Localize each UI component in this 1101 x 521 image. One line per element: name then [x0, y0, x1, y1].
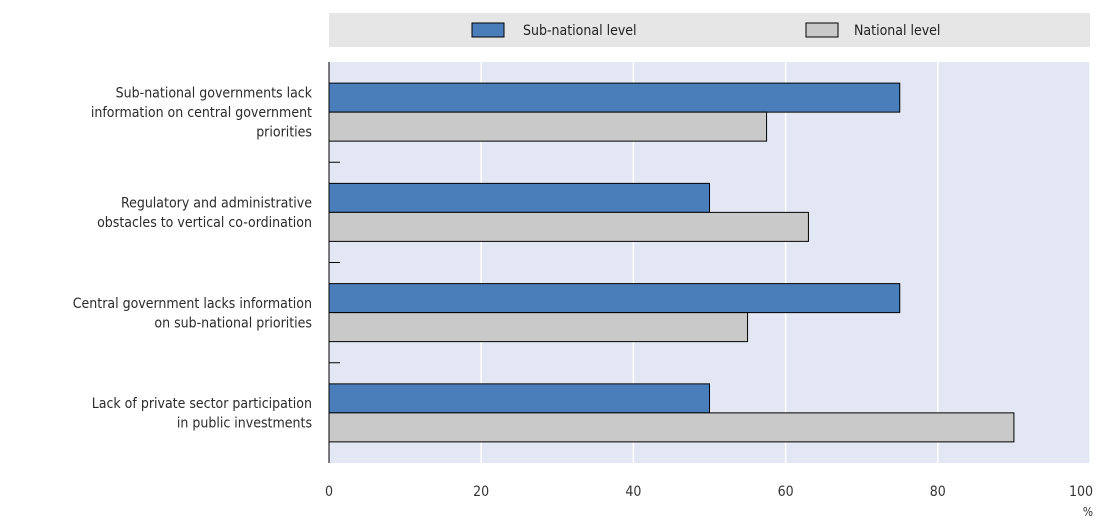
category-label-line: obstacles to vertical co-ordination [97, 215, 312, 231]
x-tick-label-40: 40 [625, 484, 641, 500]
category-label-line: Lack of private sector participation [92, 396, 312, 412]
x-tick-label-100: 100 [1069, 484, 1093, 500]
legend-swatch-sub-national [471, 22, 505, 38]
bar-sub-national-3 [328, 283, 901, 314]
legend-swatch-national [805, 22, 839, 38]
bar-national-3 [328, 312, 749, 343]
legend-label-sub-national: Sub-national level [523, 23, 637, 39]
bar-sub-national-1 [328, 82, 901, 113]
category-label-line: information on central government [91, 105, 312, 121]
category-label-3: Central government lacks information on s… [73, 296, 312, 332]
legend-box [329, 13, 1090, 47]
x-tick-label-60: 60 [778, 484, 794, 500]
category-label-line: in public investments [177, 416, 312, 432]
category-label-1: Sub-national governments lack information… [91, 86, 313, 141]
bars [328, 82, 1015, 443]
category-label-line: Sub-national governments lack [116, 86, 313, 102]
category-label-2: Regulatory and administrative obstacles t… [97, 196, 312, 232]
x-axis-unit: % [1083, 505, 1093, 519]
bar-national-2 [328, 211, 809, 242]
bar-national-1 [328, 111, 768, 142]
category-label-line: Central government lacks information [73, 296, 312, 312]
category-separators [329, 161, 340, 364]
legend-label-national: National level [854, 23, 940, 39]
x-tick-label-80: 80 [930, 484, 946, 500]
category-label-line: priorities [256, 125, 312, 141]
bar-sub-national-4 [328, 383, 710, 414]
category-label-4: Lack of private sector participation in p… [92, 396, 312, 432]
category-label-line: on sub-national priorities [154, 315, 312, 331]
category-label-line: Regulatory and administrative [121, 196, 312, 212]
legend: Sub-national level National level [471, 22, 940, 39]
x-axis-tick-labels: 0 20 40 60 80 100 [325, 484, 1093, 500]
bar-sub-national-2 [328, 182, 710, 213]
category-labels: Sub-national governments lack information… [73, 86, 313, 432]
x-tick-label-0: 0 [325, 484, 333, 500]
bar-national-4 [328, 412, 1015, 443]
x-tick-label-20: 20 [473, 484, 489, 500]
